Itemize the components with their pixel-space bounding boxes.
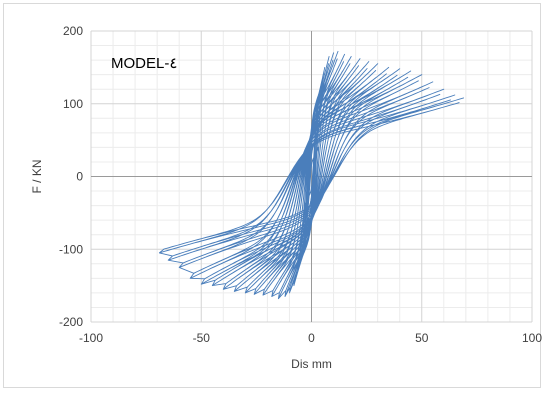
y-tick-label: -200 [59, 315, 83, 329]
y-tick-label: 0 [76, 170, 83, 184]
x-axis-title: Dis mm [291, 357, 332, 371]
x-tick-label: -100 [79, 331, 103, 345]
x-tick-label: 100 [522, 331, 542, 345]
x-tick-label: -50 [193, 331, 211, 345]
hysteresis-chart: 200 100 0 -100 -200 -100 -50 0 50 100 F / KN Dis … [30, 24, 542, 371]
tick-labels: 200 100 0 -100 -200 -100 -50 0 50 100 [59, 24, 542, 345]
y-tick-label: 200 [63, 24, 83, 38]
y-tick-label: -100 [59, 242, 83, 256]
x-tick-label: 0 [308, 331, 315, 345]
model-annotation: MODEL-٤ [111, 55, 177, 72]
series [158, 50, 465, 300]
chart-frame: 200 100 0 -100 -200 -100 -50 0 50 100 F / KN Dis … [3, 3, 542, 388]
hysteresis-curve [158, 50, 465, 300]
y-tick-label: 100 [63, 97, 83, 111]
x-tick-label: 50 [415, 331, 429, 345]
axes [91, 31, 532, 322]
y-axis-title: F / KN [30, 159, 44, 193]
